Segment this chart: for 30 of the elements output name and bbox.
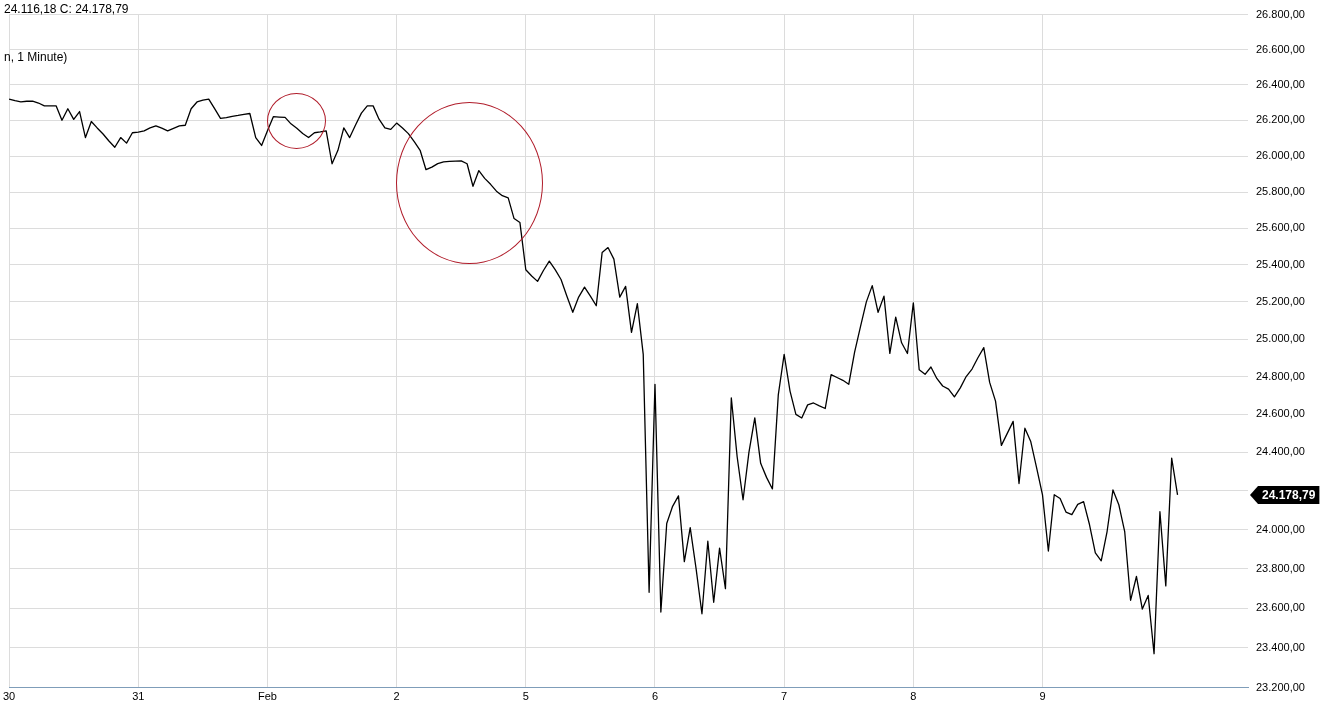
y-tick-label: 24.800,00 [1256, 369, 1305, 382]
x-tick-label: 7 [781, 690, 788, 703]
y-tick-label: 25.800,00 [1256, 185, 1305, 198]
x-tick-label: 5 [522, 690, 529, 703]
y-tick-label: 23.600,00 [1256, 601, 1305, 614]
x-tick-label: 6 [651, 690, 659, 703]
y-tick-label: 24.600,00 [1256, 407, 1305, 420]
x-tick-label: 30 [2, 690, 16, 703]
x-tick-label: 9 [1039, 690, 1046, 703]
y-tick-label: 26.000,00 [1256, 149, 1305, 162]
y-tick-label: 25.200,00 [1256, 294, 1305, 307]
y-tick-label: 24.000,00 [1256, 522, 1305, 535]
y-tick-label: 24.400,00 [1256, 445, 1305, 458]
x-tick-label: 2 [393, 690, 400, 703]
y-tick-label: 26.200,00 [1256, 113, 1305, 126]
x-tick-label: 31 [132, 690, 145, 703]
annotation: 24.116,18 C: 24.178,79 [4, 2, 129, 16]
y-tick-label: 25.600,00 [1256, 221, 1305, 234]
y-tick-label: 26.600,00 [1256, 42, 1305, 55]
y-tick-label: 26.800,00 [1256, 7, 1305, 20]
y-tick-label: 25.400,00 [1256, 258, 1305, 271]
y-tick-label: 23.400,00 [1256, 640, 1305, 653]
y-tick-label: 26.400,00 [1256, 77, 1305, 90]
y-tick-label: 23.200,00 [1256, 680, 1305, 693]
x-tick-label: Feb [257, 690, 277, 703]
text: 24.178,79 [1262, 488, 1316, 503]
y-tick-label: 23.800,00 [1256, 561, 1305, 574]
y-tick-label: 25.000,00 [1256, 332, 1305, 345]
annotation: n, 1 Minute) [4, 50, 68, 64]
x-tick-label: 8 [910, 690, 917, 703]
